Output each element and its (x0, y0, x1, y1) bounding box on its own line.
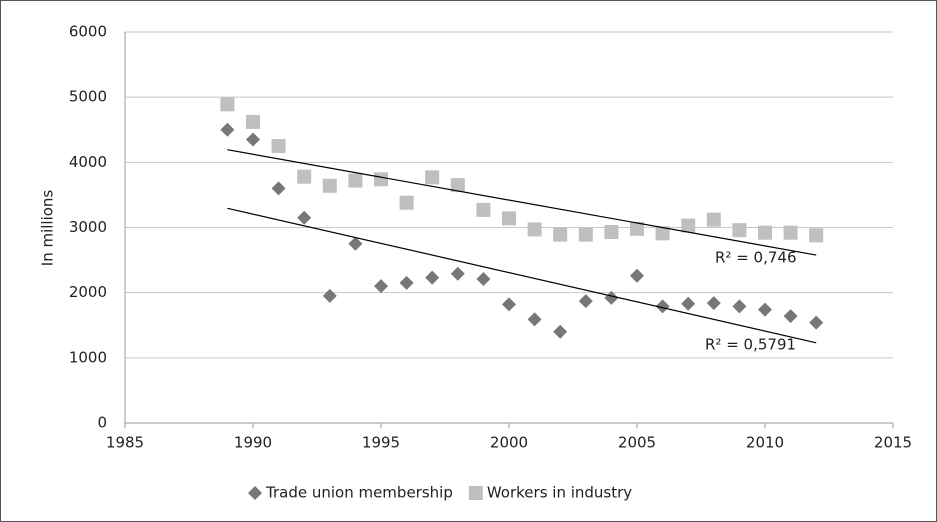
x-tick-label: 2005 (618, 434, 656, 452)
point (527, 222, 542, 237)
point (732, 299, 747, 314)
point (374, 172, 388, 187)
point (425, 170, 440, 185)
r-squared-label: R² = 0,5791 (705, 336, 796, 354)
point (706, 296, 721, 311)
r-squared-label: R² = 0,746 (715, 249, 796, 267)
point (553, 324, 568, 339)
legend-label: Workers in industry (487, 484, 632, 502)
point (809, 228, 824, 243)
point (527, 312, 542, 327)
point (630, 268, 644, 283)
trend-line (227, 207, 817, 344)
point (271, 139, 286, 154)
point (578, 294, 593, 309)
point (450, 266, 465, 281)
x-tick-label: 2010 (746, 434, 784, 452)
x-tick-label: 1985 (106, 434, 144, 452)
y-axis-label: In millions (39, 190, 57, 267)
point (425, 270, 440, 285)
point (476, 202, 491, 217)
point (783, 309, 798, 324)
y-tick-label: 5000 (69, 88, 107, 106)
point (706, 212, 721, 227)
point (271, 181, 286, 196)
point (578, 227, 593, 242)
point (246, 132, 260, 147)
point (297, 169, 312, 184)
point (348, 173, 363, 188)
point (502, 297, 516, 312)
y-tick-label: 6000 (69, 23, 107, 41)
point (758, 225, 772, 240)
point (809, 315, 824, 330)
point (732, 223, 747, 238)
point (399, 275, 414, 290)
point (681, 218, 696, 233)
point (322, 288, 337, 303)
point (476, 271, 491, 286)
legend-label: Trade union membership (265, 484, 453, 502)
point (630, 221, 644, 236)
legend-marker (468, 486, 483, 500)
trend-line (227, 149, 817, 256)
point (758, 302, 772, 317)
point (374, 279, 388, 294)
point (783, 225, 798, 240)
point (450, 178, 465, 193)
y-tick-label: 0 (97, 414, 107, 432)
y-tick-label: 2000 (69, 283, 107, 301)
point (604, 225, 619, 240)
point (399, 195, 414, 210)
x-tick-label: 2000 (490, 434, 528, 452)
point (246, 114, 260, 129)
point (348, 236, 363, 251)
point (220, 122, 235, 137)
x-tick-label: 1990 (234, 434, 272, 452)
y-tick-label: 3000 (69, 218, 107, 236)
y-tick-label: 1000 (69, 348, 107, 366)
point (655, 226, 670, 241)
point (322, 178, 337, 193)
point (681, 296, 696, 311)
point (502, 211, 516, 226)
point (655, 299, 670, 314)
x-tick-label: 1995 (362, 434, 400, 452)
legend-marker (248, 486, 262, 500)
point (604, 290, 619, 305)
point (553, 227, 568, 242)
y-tick-label: 4000 (69, 153, 107, 171)
point (220, 97, 235, 112)
x-tick-label: 2015 (874, 434, 912, 452)
point (297, 210, 312, 225)
